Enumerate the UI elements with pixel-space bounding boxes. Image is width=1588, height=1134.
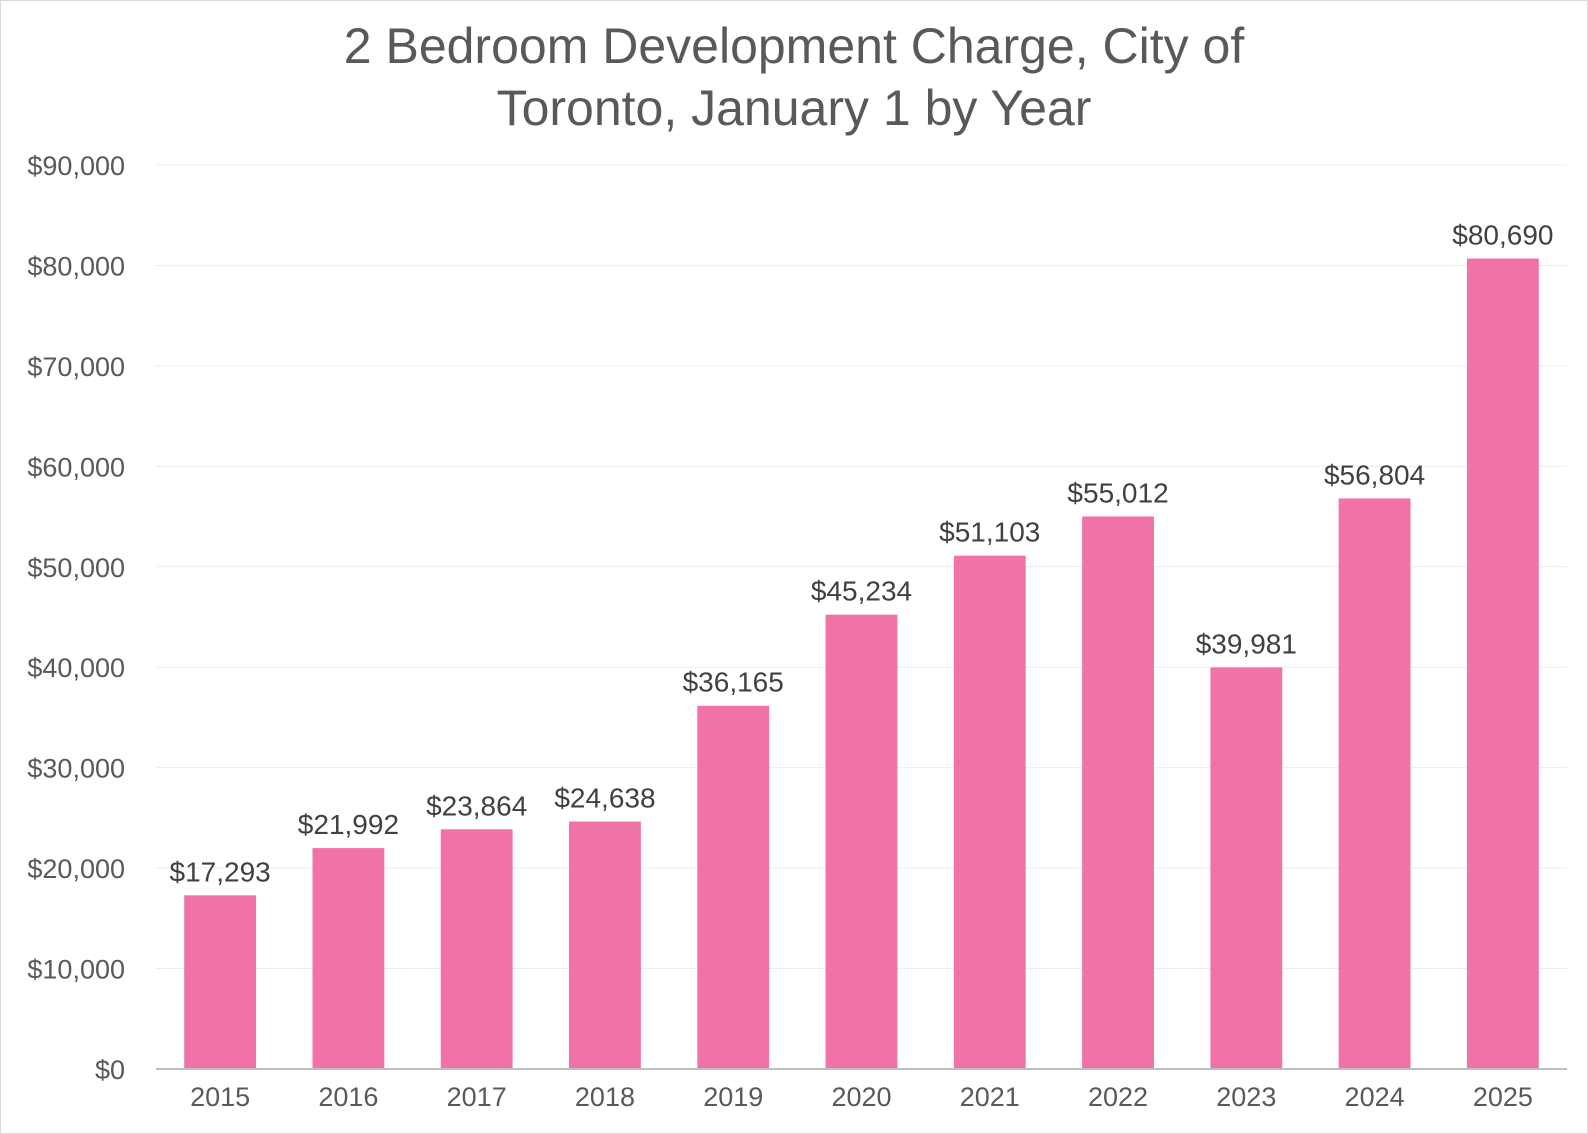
y-tick-label: $90,000 — [27, 151, 125, 181]
data-label-2022: $55,012 — [1067, 477, 1168, 508]
x-tick-label-2015: 2015 — [190, 1082, 250, 1112]
x-tick-label-2022: 2022 — [1088, 1082, 1148, 1112]
x-tick-label-2025: 2025 — [1473, 1082, 1533, 1112]
bar-2019 — [697, 705, 770, 1069]
data-label-2024: $56,804 — [1324, 459, 1425, 490]
y-tick-label: $70,000 — [27, 352, 125, 382]
x-tick-label-2016: 2016 — [318, 1082, 378, 1112]
data-label-2020: $45,234 — [811, 576, 912, 607]
data-labels: $17,293 $21,992 $23,864 $24,638 $36,165 $45,2… — [170, 220, 1554, 888]
bar-2018 — [569, 821, 641, 1069]
data-label-2017: $23,864 — [426, 790, 527, 821]
data-label-2023: $39,981 — [1196, 628, 1297, 659]
bars — [184, 258, 1539, 1069]
y-tick-label: $40,000 — [27, 653, 125, 683]
x-tick-label-2019: 2019 — [703, 1082, 763, 1112]
bar-2017 — [440, 829, 513, 1069]
bar-2022 — [1082, 516, 1154, 1069]
x-tick-label-2024: 2024 — [1345, 1082, 1405, 1112]
y-tick-label: $20,000 — [27, 854, 125, 884]
y-tick-label: $0 — [95, 1055, 125, 1085]
y-tick-label: $10,000 — [27, 955, 125, 985]
x-axis-tick-labels: 2015 2016 2017 2018 2019 2020 2021 2022 2023 2024… — [190, 1082, 1533, 1112]
chart-title-line-2: Toronto, January 1 by Year — [497, 80, 1092, 136]
bar-2016 — [312, 848, 385, 1069]
data-label-2025: $80,690 — [1452, 220, 1553, 251]
bar-2025 — [1466, 258, 1539, 1069]
y-tick-label: $50,000 — [27, 553, 125, 583]
data-label-2018: $24,638 — [554, 783, 655, 814]
y-tick-label: $80,000 — [27, 251, 125, 281]
y-tick-label: $30,000 — [27, 754, 125, 784]
chart-title-line-1: 2 Bedroom Development Charge, City of — [344, 18, 1245, 74]
x-tick-label-2021: 2021 — [960, 1082, 1020, 1112]
gridlines — [156, 164, 1567, 970]
data-label-2016: $21,992 — [298, 809, 399, 840]
data-label-2019: $36,165 — [683, 667, 784, 698]
x-tick-label-2020: 2020 — [831, 1082, 891, 1112]
x-tick-label-2018: 2018 — [575, 1082, 635, 1112]
bar-2015 — [184, 895, 257, 1069]
bar-2024 — [1338, 498, 1411, 1069]
data-label-2015: $17,293 — [170, 856, 271, 887]
y-axis-tick-labels: $0 $10,000 $20,000 $30,000 $40,000 $50,000 $60… — [27, 151, 125, 1085]
x-tick-label-2017: 2017 — [447, 1082, 507, 1112]
bar-2023 — [1210, 667, 1283, 1069]
data-label-2021: $51,103 — [939, 517, 1040, 548]
x-tick-label-2023: 2023 — [1216, 1082, 1276, 1112]
bar-2020 — [825, 614, 898, 1069]
y-tick-label: $60,000 — [27, 452, 125, 482]
bar-2021 — [953, 555, 1026, 1069]
